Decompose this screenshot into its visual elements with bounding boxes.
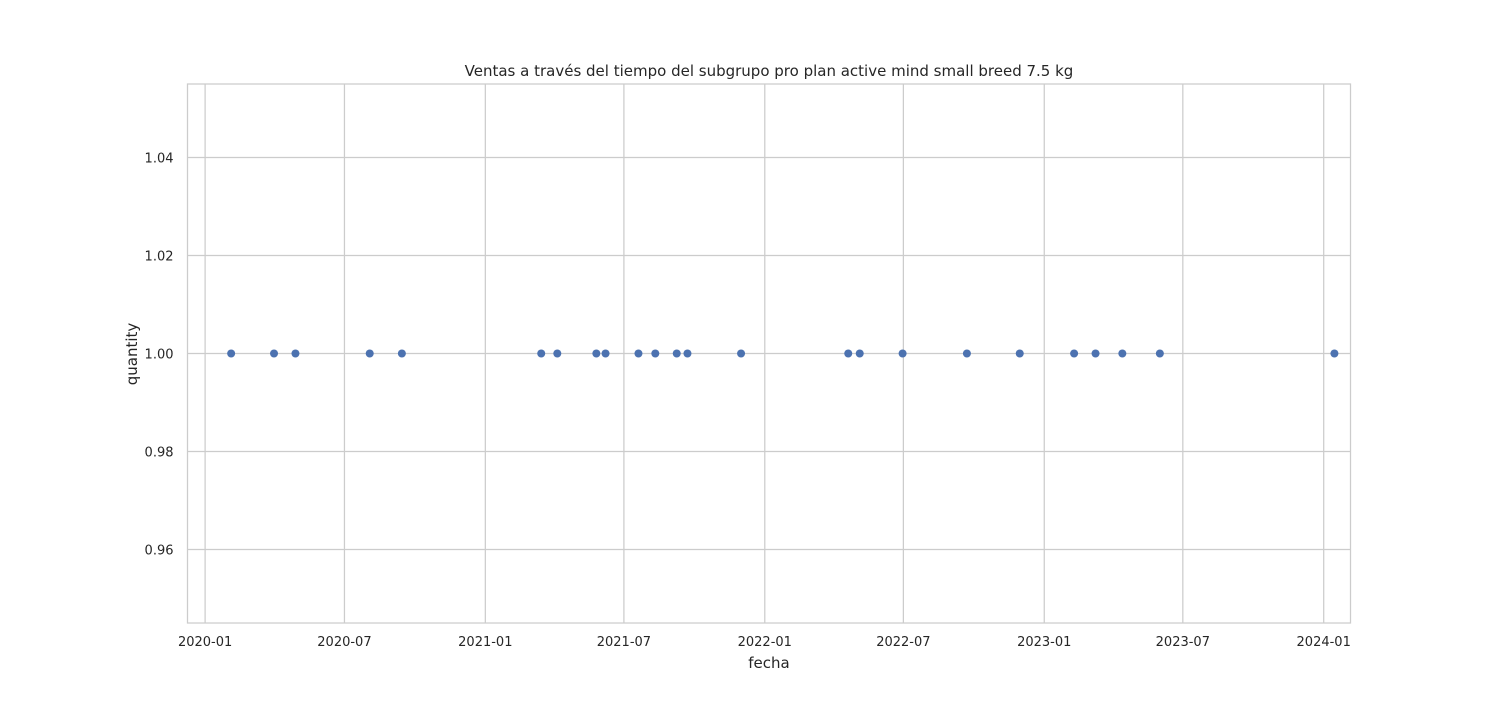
data-point [1118, 349, 1127, 358]
x-tick-label: 2023-01 [1017, 635, 1071, 650]
x-tick-labels: 2020-01 2020-07 2021-01 2021-07 2022-01 2022-… [178, 635, 1351, 650]
data-point [365, 349, 374, 358]
data-point [1091, 349, 1100, 358]
data-point [270, 349, 279, 358]
y-tick-label: 1.00 [145, 348, 174, 363]
data-point [1330, 349, 1339, 358]
x-tick-label: 2022-07 [876, 635, 930, 650]
data-point [634, 349, 643, 358]
data-point [553, 349, 562, 358]
data-point [844, 349, 853, 358]
data-point [227, 349, 236, 358]
data-point [651, 349, 660, 358]
data-point [537, 349, 546, 358]
data-point [397, 349, 406, 358]
x-tick-label: 2020-01 [178, 635, 232, 650]
x-tick-label: 2020-07 [317, 635, 371, 650]
y-tick-label: 1.02 [145, 250, 174, 265]
x-tick-label: 2021-01 [458, 635, 512, 650]
data-point [1015, 349, 1024, 358]
data-point [1070, 349, 1079, 358]
y-tick-label: 1.04 [145, 152, 174, 167]
x-tick-label: 2023-07 [1156, 635, 1210, 650]
data-point [601, 349, 610, 358]
data-point [737, 349, 746, 358]
y-tick-label: 0.98 [145, 446, 174, 461]
data-point [855, 349, 864, 358]
data-point [1155, 349, 1164, 358]
data-point [898, 349, 907, 358]
data-points [227, 349, 1339, 358]
data-point [592, 349, 601, 358]
x-axis-label: fecha [748, 654, 789, 672]
y-axis-label: quantity [123, 323, 141, 386]
x-tick-label: 2021-07 [597, 635, 651, 650]
y-tick-label: 0.96 [145, 544, 174, 559]
data-point [291, 349, 300, 358]
data-point [672, 349, 681, 358]
data-point [683, 349, 692, 358]
y-tick-labels: 0.96 0.98 1.00 1.02 1.04 [145, 152, 174, 559]
x-tick-label: 2024-01 [1297, 635, 1351, 650]
chart-title: Ventas a través del tiempo del subgrupo … [465, 62, 1074, 80]
x-tick-label: 2022-01 [738, 635, 792, 650]
data-point [962, 349, 971, 358]
plot-frame [186, 83, 1352, 624]
